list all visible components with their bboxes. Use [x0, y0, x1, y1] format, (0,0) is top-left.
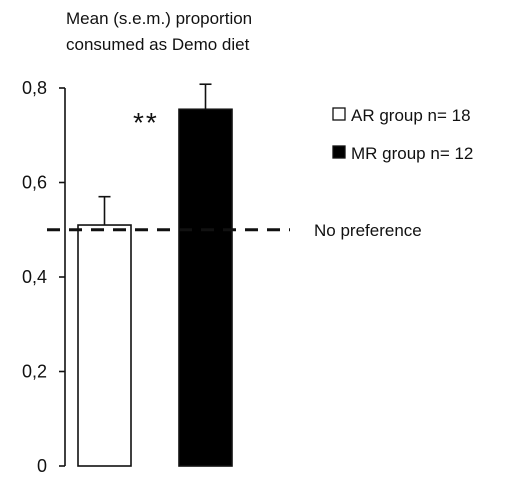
bar-0	[77, 224, 132, 467]
bars	[77, 83, 233, 467]
legend-label-0: AR group n= 18	[351, 106, 471, 125]
no-preference-label: No preference	[314, 221, 422, 240]
y-tick-label-0: 0	[37, 456, 47, 476]
y-tick-label-1: 0,2	[22, 362, 47, 382]
y-tick-label-3: 0,6	[22, 173, 47, 193]
significance-marker: **	[133, 107, 159, 138]
y-tick-label-4: 0,8	[22, 78, 47, 98]
legend-label-1: MR group n= 12	[351, 144, 473, 163]
legend: AR group n= 18 MR group n= 12	[332, 106, 473, 163]
legend-swatch-0	[332, 107, 346, 121]
y-axis-ticks: 0 0,2 0,4 0,6 0,8	[22, 78, 65, 476]
y-axis-title-line-2: consumed as Demo diet	[66, 35, 250, 54]
bar-1	[178, 108, 233, 467]
y-axis-title: Mean (s.e.m.) proportion consumed as Dem…	[66, 9, 252, 54]
y-axis-title-line-1: Mean (s.e.m.) proportion	[66, 9, 252, 28]
y-tick-label-2: 0,4	[22, 267, 47, 287]
legend-swatch-1	[332, 145, 346, 159]
